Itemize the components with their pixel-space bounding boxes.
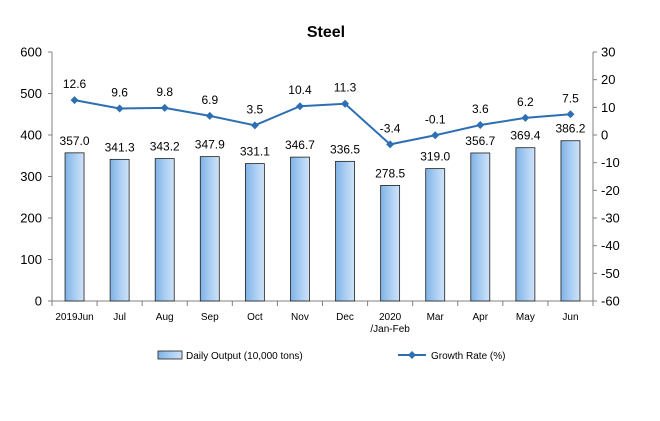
growth-rate-point [386,140,395,149]
bar [515,147,536,302]
bar-value-label: 336.5 [330,142,360,156]
x-tick-label: Dec [336,312,354,323]
axes: 0 100 200 300 400 500 600 -60 -50 -40 -30 -20 -10 0 10… [20,45,620,336]
bar [109,158,130,302]
legend: Daily Output (10,000 tons) Growth Rate (%… [157,350,505,362]
right-tick-label: 0 [601,128,608,143]
bar-value-label: 278.5 [375,166,405,180]
bar [380,185,401,302]
line-value-label: 6.9 [201,93,218,107]
bar [470,152,491,302]
right-tick-label: -50 [601,266,620,281]
growth-rate-line [74,99,571,146]
bar-value-label: 319.0 [420,150,450,164]
right-tick-label: -40 [601,238,620,253]
line-series [70,96,575,149]
right-tick-label: 20 [601,72,615,87]
bar [64,152,85,302]
bar [425,168,446,302]
legend-line-label: Growth Rate (%) [431,351,505,362]
bar-value-label: 369.4 [510,129,540,143]
growth-rate-point [566,110,575,119]
left-tick-label: 200 [20,211,42,226]
line-value-label: 7.5 [562,91,579,105]
line-value-label: 10.4 [288,83,312,97]
line-value-label: 3.6 [472,102,489,116]
x-tick-label: Nov [291,312,309,323]
bar-value-label: 331.1 [240,145,270,159]
bar-value-label: 343.2 [150,140,180,154]
growth-rate-point [205,111,214,120]
line-value-label: 12.6 [63,77,87,91]
bar [560,140,581,302]
growth-rate-point [431,131,440,140]
left-tick-label: 300 [20,169,42,184]
line-value-label: 6.2 [517,95,534,109]
left-tick-label: 400 [20,128,42,143]
x-tick-label: /Jan-Feb [370,324,410,335]
bar-value-label: 357.0 [60,134,90,148]
x-tick-label: 2020 [379,312,402,323]
bar-value-label: 356.7 [465,134,495,148]
growth-rate-point [250,121,259,130]
right-tick-label: -20 [601,183,620,198]
x-tick-label: Oct [247,312,263,323]
data-labels: 357.0 341.3 343.2 347.9 331.1 346.7 336.5 278.5… [60,77,586,180]
right-tick-label: 30 [601,45,615,60]
growth-rate-point [295,102,304,111]
left-tick-label: 100 [20,252,42,267]
left-tick-label: 500 [20,86,42,101]
bar-value-label: 386.2 [555,122,585,136]
bar-series [64,140,581,302]
legend-line-marker [408,351,416,359]
bar [154,158,175,302]
x-tick-label: Mar [427,312,445,323]
line-value-label: -3.4 [380,121,401,135]
bar [244,163,265,302]
line-value-label: 9.8 [156,85,173,99]
legend-bar-label: Daily Output (10,000 tons) [186,351,303,362]
right-tick-label: -30 [601,211,620,226]
growth-rate-point [160,103,169,112]
left-tick-label: 0 [35,294,42,309]
x-tick-label: Aug [156,312,174,323]
chart-title: Steel [307,24,345,41]
bar-value-label: 346.7 [285,138,315,152]
growth-rate-point [341,99,350,108]
line-value-label: 9.6 [111,85,128,99]
growth-rate-point [115,104,124,113]
growth-rate-point [521,113,530,122]
x-tick-label: Jun [562,312,578,323]
left-tick-label: 600 [20,45,42,60]
legend-bar-swatch [157,350,183,360]
right-tick-label: -10 [601,155,620,170]
x-tick-label: 2019Jun [55,312,93,323]
line-value-label: -0.1 [425,112,446,126]
bar [290,156,310,302]
bar [199,156,220,302]
line-value-label: 11.3 [334,81,357,95]
bar-value-label: 341.3 [105,140,135,154]
right-tick-label: -60 [601,294,620,309]
line-value-label: 3.5 [247,102,264,116]
x-tick-label: Jul [113,312,126,323]
growth-rate-point [476,121,485,130]
x-tick-label: Sep [201,312,219,323]
x-tick-label: Apr [473,312,489,323]
growth-rate-point [70,96,79,105]
right-tick-label: 10 [601,100,615,115]
x-tick-label: May [516,312,535,323]
bar-value-label: 347.9 [195,138,225,152]
bar [335,160,355,302]
